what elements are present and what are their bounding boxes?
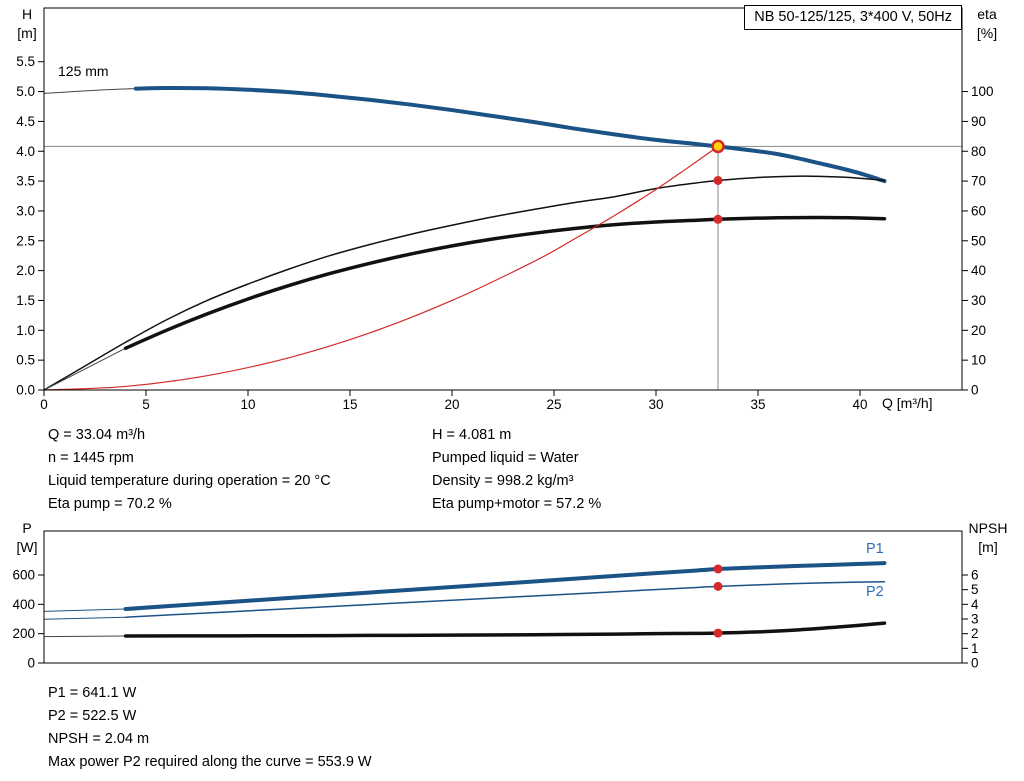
npsh-axis-unit: [m] [978,539,998,555]
right-tick-label: 0 [971,383,979,398]
pump-title-box: NB 50-125/125, 3*400 V, 50Hz [744,5,962,30]
x-tick-label: 0 [40,397,48,412]
impeller-size-label: 125 mm [58,63,109,79]
right-tick-label: 20 [971,323,986,338]
right-tick-label: 100 [971,84,994,99]
x-tick-label: 40 [852,397,867,412]
left-tick-label: 3.5 [16,174,35,189]
info-p1: P1 = 641.1 W [48,685,137,701]
info-pumped-liquid: Pumped liquid = Water [432,450,579,466]
top-plot-frame [43,7,963,391]
pump-curve-lead [43,88,137,94]
power-info: P1 = 641.1 W P2 = 522.5 W NPSH = 2.04 m … [48,682,372,774]
x-tick-label: 10 [240,397,255,412]
left-tick-label: 4.0 [16,144,35,159]
left-tick-label: 0 [27,656,35,671]
info-speed: n = 1445 rpm [48,450,134,466]
npsh-lead [43,635,127,638]
left-tick-label: 0.5 [16,353,35,368]
right-tick-label: 1 [971,641,979,656]
duty-point [711,139,725,154]
p2-curve-label: P2 [866,584,884,600]
x-tick-label: 15 [342,397,357,412]
right-tick-label: 30 [971,293,986,308]
left-tick-label: 200 [12,626,35,641]
right-tick-label: 90 [971,114,986,129]
right-tick-label: 6 [971,568,979,583]
info-p2: P2 = 522.5 W [48,708,137,724]
right-tick-label: 70 [971,174,986,189]
right-tick-label: 4 [971,597,979,612]
right-tick-label: 50 [971,233,986,248]
left-tick-label: 5.0 [16,84,35,99]
npsh-point [713,628,723,638]
h-axis-label: H [m] [6,5,48,43]
eta-axis-label: eta [%] [964,5,1010,43]
p2-curve [124,581,886,618]
left-tick-label: 3.0 [16,203,35,218]
p-axis-unit: [W] [16,539,38,555]
p-axis-name: P [22,520,32,536]
info-liquid-temp: Liquid temperature during operation = 20… [48,473,331,489]
left-tick-label: 400 [12,597,35,612]
info-density: Density = 998.2 kg/m³ [432,473,574,489]
left-tick-label: 2.5 [16,233,35,248]
info-q: Q = 33.04 m³/h [48,427,146,443]
eta-pump-point [713,176,723,185]
npsh-axis-name: NPSH [968,520,1008,536]
right-tick-label: 0 [971,656,979,671]
right-tick-label: 40 [971,263,986,278]
left-tick-label: 4.5 [16,114,35,129]
left-tick-label: 1.0 [16,323,35,338]
right-tick-label: 3 [971,612,979,627]
eta-pump-motor-point [713,214,723,224]
right-tick-label: 80 [971,144,986,159]
bottom-plot-frame [43,530,963,664]
p2-lead [43,616,127,620]
x-tick-label: 25 [546,397,561,412]
right-tick-label: 10 [971,353,986,368]
h-axis-unit: [m] [17,25,37,41]
left-tick-label: 1.5 [16,293,35,308]
info-eta-pump-motor: Eta pump+motor = 57.2 % [432,496,602,512]
p1-lead [43,608,127,612]
info-npsh: NPSH = 2.04 m [48,731,150,747]
top-chart: 0.0 0.5 1.0 1.5 2.0 2.5 3.0 3.5 4.0 4.5 5.0 5.5 0 10 2… [16,7,994,412]
left-tick-label: 0.0 [16,383,35,398]
info-eta-pump: Eta pump = 70.2 % [48,496,172,512]
x-tick-label: 30 [648,397,663,412]
eta-pump-motor-lead [43,347,127,391]
pump-curve-125mm [133,85,887,184]
eta-pump-motor-curve [123,215,887,350]
info-h: H = 4.081 m [432,427,512,443]
p2-point [713,581,723,591]
left-tick-label: 5.5 [16,54,35,69]
left-tick-label: 2.0 [16,263,35,278]
p-axis-label: P [W] [6,519,48,557]
left-tick-label: 600 [12,568,35,583]
q-axis-label: Q [m³/h] [882,395,933,411]
right-tick-label: 60 [971,203,986,218]
p1-curve [123,561,887,612]
right-tick-label: 5 [971,582,979,597]
eta-pump-curve [43,175,886,391]
npsh-curve [123,621,887,638]
duty-info-right: H = 4.081 m Pumped liquid = Water Densit… [432,424,601,516]
x-tick-label: 20 [444,397,459,412]
eta-axis-unit: [%] [976,25,998,41]
x-tick-label: 35 [750,397,765,412]
system-curve [43,145,719,391]
p1-curve-label: P1 [866,541,884,557]
eta-axis-name: eta [977,6,997,22]
info-max-p2: Max power P2 required along the curve = … [48,754,372,770]
h-axis-name: H [21,6,33,22]
duty-info-left: Q = 33.04 m³/h n = 1445 rpm Liquid tempe… [48,424,331,516]
right-tick-label: 2 [971,626,979,641]
p1-point [713,564,723,574]
npsh-axis-label: NPSH [m] [958,519,1018,557]
x-tick-label: 5 [142,397,150,412]
